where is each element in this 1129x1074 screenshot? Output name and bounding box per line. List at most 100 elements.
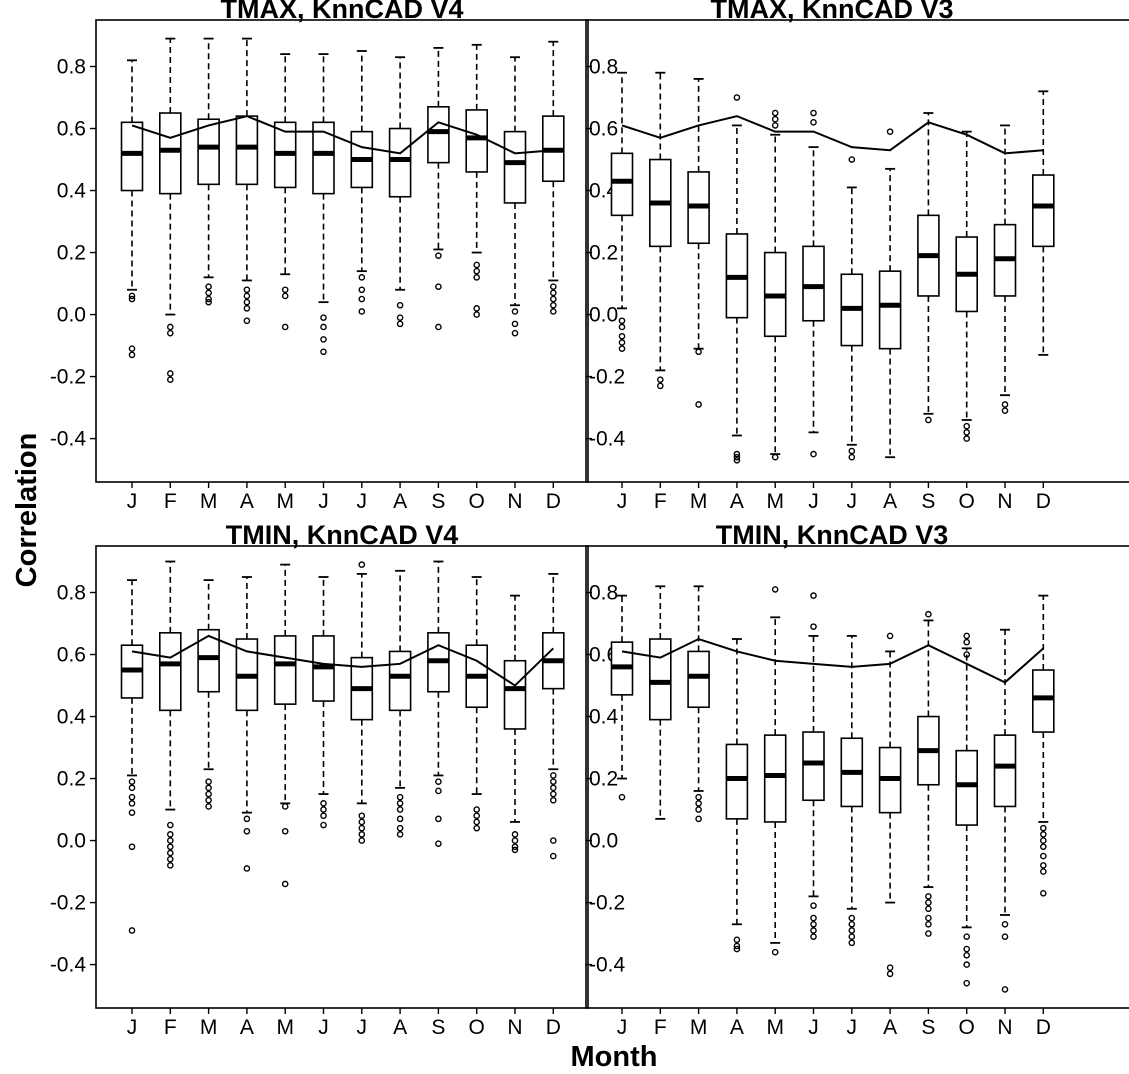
y-tick-label: 0.6 xyxy=(589,118,618,141)
outlier-point xyxy=(550,790,557,798)
outlier-point xyxy=(1001,920,1009,928)
outlier-point xyxy=(550,295,557,303)
x-tick-label: M xyxy=(690,1016,708,1039)
outlier-point xyxy=(128,351,136,359)
outlier-point xyxy=(358,308,366,315)
boxplot-F xyxy=(159,560,182,869)
outlier-point xyxy=(886,964,894,971)
outlier-point xyxy=(550,772,557,779)
boxplot-F xyxy=(648,71,672,390)
outlier-point xyxy=(695,806,702,813)
x-tick-label: J xyxy=(617,490,628,513)
outlier-point xyxy=(128,778,136,785)
outlier-point xyxy=(358,818,366,826)
outlier-point xyxy=(435,787,442,795)
y-tick-label: 0.0 xyxy=(57,304,86,327)
x-tick-label: J xyxy=(808,1016,819,1039)
outlier-point xyxy=(320,806,327,813)
outlier-point xyxy=(473,818,481,826)
iqr-box xyxy=(427,106,450,164)
boxplot-J xyxy=(840,156,864,461)
outlier-point xyxy=(128,843,136,851)
x-tick-label: M xyxy=(766,490,784,513)
x-tick-label: A xyxy=(730,1016,744,1039)
outlier-point xyxy=(435,778,442,785)
outlier-point xyxy=(925,416,932,424)
iqr-box xyxy=(1032,174,1055,248)
outlier-point xyxy=(243,298,251,306)
outlier-point xyxy=(128,295,136,303)
outlier-point xyxy=(243,286,251,294)
outlier-point xyxy=(886,128,894,135)
outlier-point xyxy=(243,292,251,300)
outlier-point xyxy=(435,815,442,823)
y-tick-label: 0.6 xyxy=(57,644,86,667)
outlier-point xyxy=(166,376,174,383)
outlier-point xyxy=(695,793,702,801)
outlier-point xyxy=(550,784,557,792)
x-tick-label: S xyxy=(921,1016,935,1039)
iqr-box xyxy=(197,118,220,186)
outlier-point xyxy=(166,323,174,331)
outlier-point xyxy=(963,638,971,646)
x-tick-label: O xyxy=(959,490,975,513)
boxplot-D xyxy=(541,573,565,860)
outlier-point xyxy=(473,806,481,813)
outlier-point xyxy=(925,920,932,928)
outlier-point xyxy=(550,796,557,804)
iqr-box xyxy=(993,734,1017,808)
outlier-point xyxy=(396,831,404,838)
outlier-point xyxy=(281,827,289,835)
outlier-point xyxy=(771,115,779,123)
outlier-point xyxy=(281,880,289,888)
outlier-point xyxy=(473,311,481,318)
boxplot-M xyxy=(273,563,297,888)
observed-line xyxy=(621,115,1044,155)
outlier-point xyxy=(733,945,741,953)
outlier-point xyxy=(396,301,404,309)
x-tick-label: M xyxy=(200,1016,218,1039)
outlier-point xyxy=(128,800,136,807)
x-tick-label: N xyxy=(507,490,522,513)
outlier-point xyxy=(511,320,519,328)
outlier-point xyxy=(205,790,212,798)
panel-title: TMIN, KnnCAD V3 xyxy=(716,520,949,550)
outlier-point xyxy=(1040,862,1047,869)
outlier-point xyxy=(1001,986,1009,993)
boxplot-M xyxy=(687,78,710,408)
outlier-point xyxy=(695,401,702,408)
y-tick-label: 0.8 xyxy=(57,582,86,605)
y-tick-label: 0.2 xyxy=(589,768,618,791)
outlier-point xyxy=(925,914,932,922)
outlier-point xyxy=(848,914,856,922)
outlier-point xyxy=(358,831,366,838)
outlier-point xyxy=(243,815,251,823)
outlier-point xyxy=(733,936,741,944)
x-tick-label: J xyxy=(318,490,329,513)
outlier-point xyxy=(166,849,174,857)
x-tick-label: N xyxy=(997,1016,1012,1039)
outlier-point xyxy=(320,323,327,331)
boxplot-J xyxy=(840,635,864,947)
outlier-point xyxy=(435,323,442,331)
outlier-point xyxy=(925,930,932,937)
x-tick-label: S xyxy=(431,490,445,513)
outlier-point xyxy=(848,447,856,455)
outlier-point xyxy=(166,843,174,851)
x-tick-label: J xyxy=(318,1016,329,1039)
plot-frame xyxy=(585,19,1129,483)
outlier-point xyxy=(281,323,289,331)
x-axis-title: Month xyxy=(571,1041,658,1073)
iqr-box xyxy=(648,638,672,721)
outlier-point xyxy=(1040,868,1047,875)
outlier-point xyxy=(243,317,251,325)
boxplot-N xyxy=(503,56,527,337)
outlier-point xyxy=(963,429,971,436)
boxplot-M xyxy=(763,109,787,461)
outlier-point xyxy=(810,902,817,909)
outlier-point xyxy=(1001,933,1009,940)
outlier-point xyxy=(205,803,212,810)
outlier-point xyxy=(396,800,404,807)
outlier-point xyxy=(128,927,136,934)
